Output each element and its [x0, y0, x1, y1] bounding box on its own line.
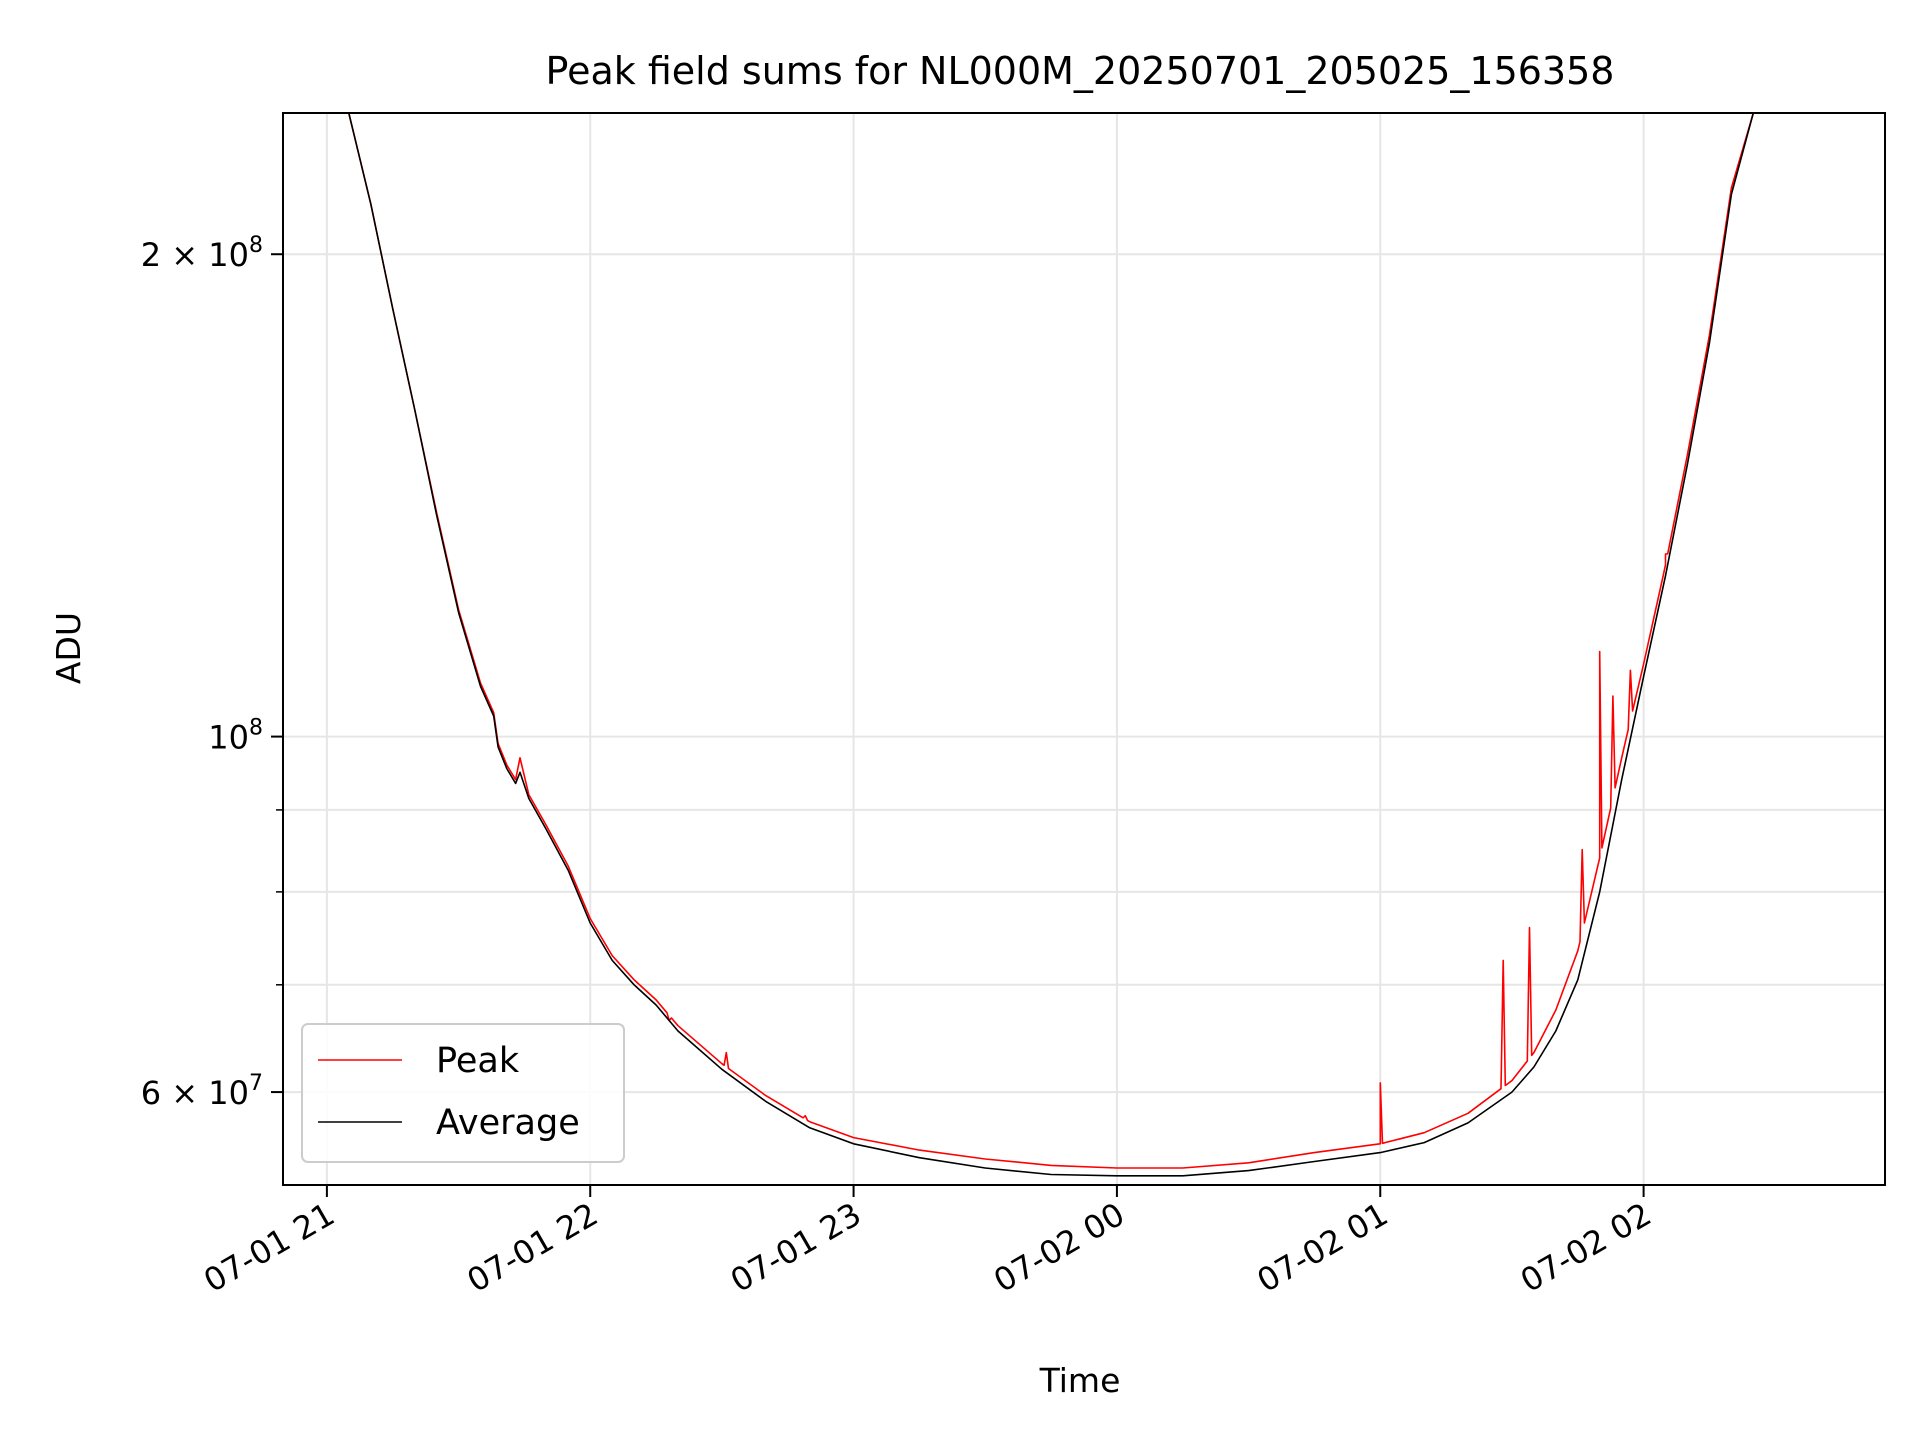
y-tick-label: 108	[208, 716, 263, 757]
series-line-average	[326, 113, 1763, 1177]
y-tick-label: 2 × 108	[141, 233, 263, 274]
series-layer	[326, 113, 1763, 1177]
legend: Peak Average	[301, 1023, 625, 1163]
series-line-peak	[326, 113, 1763, 1169]
x-axis-label: Time	[1039, 1361, 1121, 1400]
legend-label-average: Average	[436, 1103, 580, 1143]
plot-frame	[282, 112, 1886, 1186]
y-axis-label: ADU	[49, 612, 88, 684]
chart-title: Peak field sums for NL000M_20250701_2050…	[546, 49, 1615, 93]
legend-label-peak: Peak	[436, 1041, 520, 1081]
legend-box	[301, 1023, 625, 1163]
y-tick-label: 6 × 107	[141, 1071, 263, 1112]
